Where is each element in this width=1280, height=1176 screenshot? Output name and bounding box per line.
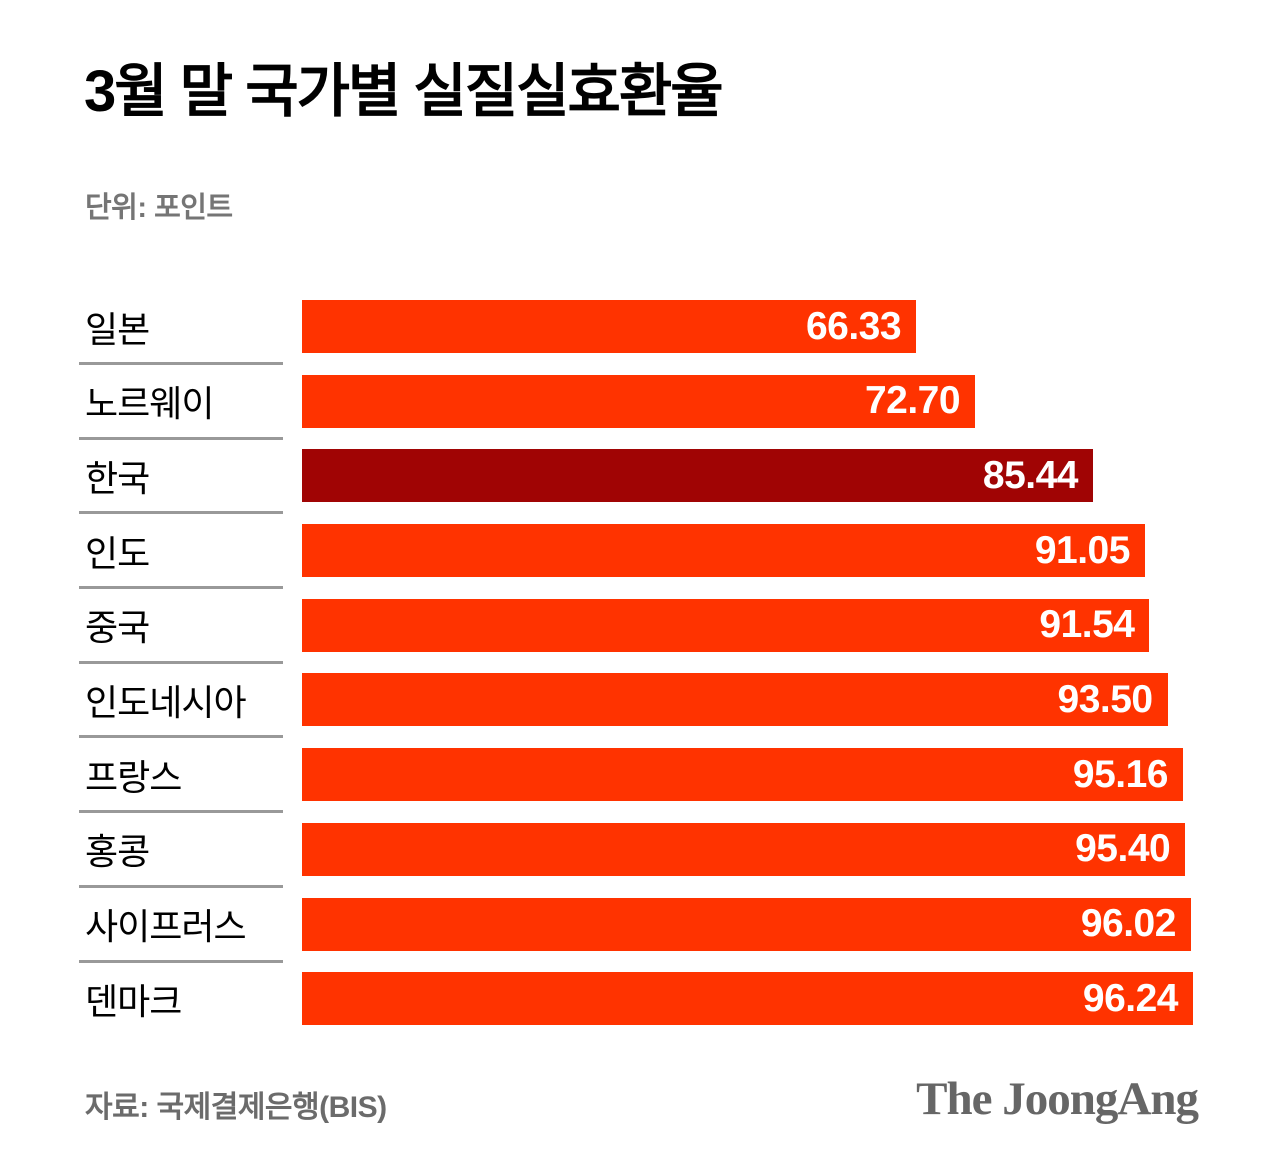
page-title: 3월 말 국가별 실질실효환율 — [84, 59, 724, 124]
country-label: 일본 — [79, 300, 283, 365]
value-label: 91.54 — [1039, 603, 1135, 647]
bar: 91.54 — [302, 598, 1150, 652]
value-label: 66.33 — [805, 304, 902, 348]
bar-track: 95.40 — [302, 822, 1193, 876]
bar-track: 91.05 — [302, 524, 1193, 578]
bar: 91.05 — [302, 524, 1145, 578]
bar-track: 85.44 — [302, 449, 1193, 503]
bar: 72.70 — [302, 374, 976, 428]
source-label: 자료: 국제결제은행(BIS) — [85, 1091, 387, 1124]
value-label: 91.05 — [1034, 528, 1131, 572]
bar-track: 72.70 — [302, 374, 1193, 428]
country-label: 프랑스 — [79, 748, 283, 814]
country-label: 한국 — [79, 449, 283, 515]
country-label: 중국 — [79, 599, 283, 664]
unit-label: 단위: 포인트 — [85, 192, 233, 224]
country-label: 덴마크 — [85, 980, 182, 1022]
bar-track: 93.50 — [302, 673, 1193, 727]
bar-track: 95.16 — [302, 748, 1193, 802]
bar: 96.02 — [302, 897, 1191, 951]
bar: 95.40 — [302, 822, 1186, 876]
chart-row: 프랑스 95.16 — [79, 748, 1199, 823]
chart-row: 인도네시아 93.50 — [79, 673, 1199, 748]
bar: 85.44 — [302, 449, 1093, 503]
chart-row: 사이프러스 96.02 — [79, 897, 1199, 973]
chart-row: 한국 85.44 — [79, 449, 1199, 524]
value-label: 96.24 — [1082, 976, 1179, 1020]
chart-row: 중국 91.54 — [79, 598, 1199, 674]
value-label: 95.16 — [1072, 752, 1169, 796]
chart-row: 일본 66.33 — [79, 300, 1199, 375]
bar: 96.24 — [302, 972, 1193, 1026]
bar: 93.50 — [302, 673, 1168, 727]
chart-row: 노르웨이 72.70 — [79, 374, 1199, 450]
chart-row: 홍콩 95.40 — [79, 822, 1199, 898]
bar: 95.16 — [302, 748, 1183, 802]
value-label: 95.40 — [1075, 827, 1171, 871]
bar-track: 91.54 — [302, 598, 1193, 652]
bar-track: 66.33 — [302, 300, 1193, 353]
value-label: 96.02 — [1080, 902, 1177, 945]
bar-track: 96.24 — [302, 972, 1193, 1026]
country-label: 노르웨이 — [79, 375, 283, 440]
country-label: 인도네시아 — [79, 673, 283, 739]
value-label: 93.50 — [1057, 677, 1154, 721]
country-label: 인도 — [79, 524, 283, 590]
joongang-logo: The JoongAng — [916, 1073, 1199, 1125]
value-label: 85.44 — [982, 453, 1079, 497]
bar-track: 96.02 — [302, 897, 1193, 951]
country-label: 홍콩 — [79, 823, 283, 888]
bar-chart: 일본 66.33 노르웨이 72.70 한국 85.44 인도 91.05 — [79, 300, 1199, 1047]
value-label: 72.70 — [864, 379, 961, 423]
bar: 66.33 — [302, 300, 917, 353]
country-label: 사이프러스 — [79, 898, 283, 963]
chart-row: 인도 91.05 — [79, 524, 1199, 599]
chart-row: 덴마크 96.24 — [79, 972, 1199, 1047]
